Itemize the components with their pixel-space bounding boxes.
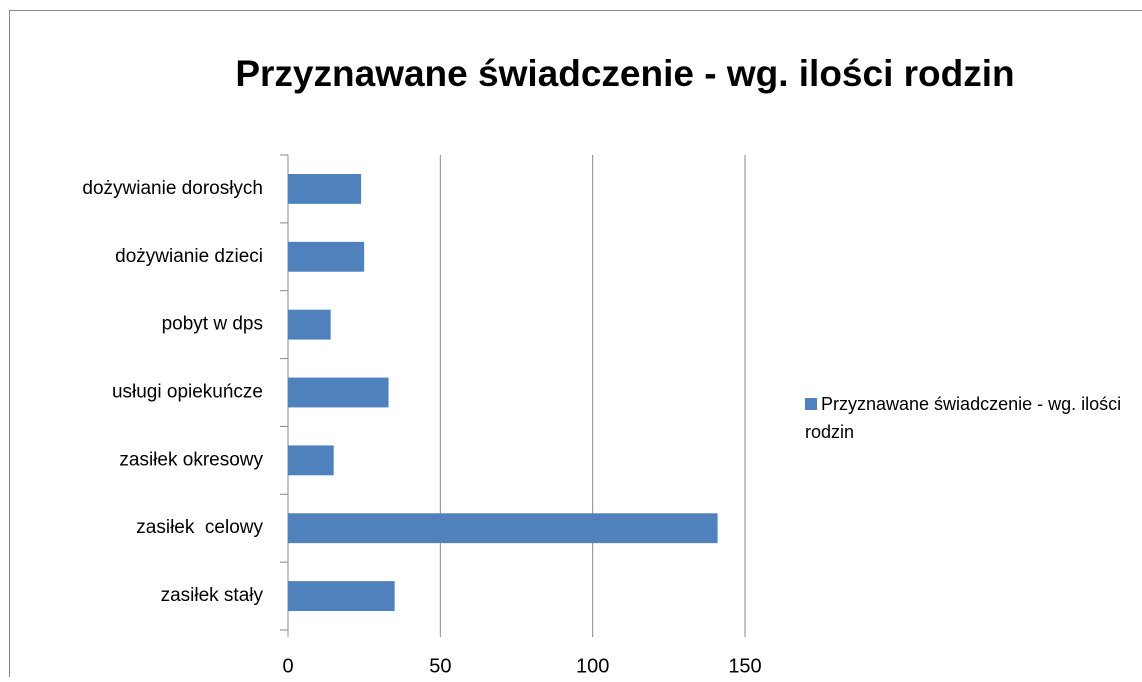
chart-title: Przyznawane świadczenie - wg. ilości rod… — [235, 53, 1014, 94]
bar — [288, 377, 389, 408]
legend-swatch — [805, 398, 817, 410]
x-tick-label: 150 — [728, 655, 761, 677]
legend: Przyznawane świadczenie - wg. ilości rod… — [805, 390, 1125, 446]
y-tick-label: zasiłek celowy — [136, 517, 263, 538]
x-tick-label: 100 — [576, 655, 609, 677]
x-tick-label: 0 — [282, 655, 293, 677]
y-tick-label: dożywianie dorosłych — [82, 178, 263, 199]
bar — [288, 174, 362, 204]
y-tick-label: pobyt w dps — [162, 314, 263, 335]
y-tick-label: dożywianie dzieci — [115, 246, 263, 267]
bar — [288, 445, 334, 476]
bar — [288, 309, 331, 340]
y-tick-label: zasiłek stały — [161, 585, 264, 606]
bar — [288, 581, 395, 611]
bar — [288, 513, 718, 544]
bar — [288, 241, 365, 272]
y-tick-label: usługi opiekuńcze — [112, 382, 263, 403]
x-tick-label: 50 — [429, 655, 451, 677]
legend-label: Przyznawane świadczenie - wg. ilości rod… — [805, 394, 1122, 442]
y-tick-label: zasiłek okresowy — [119, 449, 263, 470]
